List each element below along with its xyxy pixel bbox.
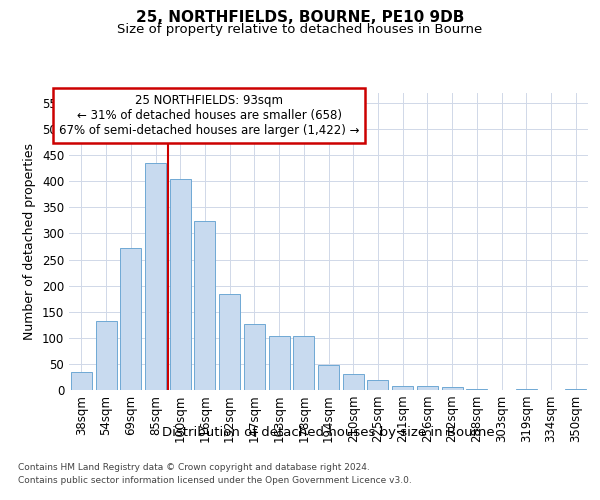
- Bar: [120, 248, 141, 390]
- Text: Contains HM Land Registry data © Crown copyright and database right 2024.: Contains HM Land Registry data © Crown c…: [18, 464, 370, 472]
- Bar: [466, 389, 487, 390]
- Bar: [565, 389, 586, 390]
- Bar: [244, 324, 265, 390]
- Y-axis label: Number of detached properties: Number of detached properties: [23, 143, 37, 340]
- Bar: [392, 386, 413, 390]
- Bar: [318, 366, 339, 390]
- Text: Distribution of detached houses by size in Bourne: Distribution of detached houses by size …: [163, 426, 495, 439]
- Bar: [145, 163, 166, 390]
- Text: Size of property relative to detached houses in Bourne: Size of property relative to detached ho…: [118, 24, 482, 36]
- Bar: [95, 320, 116, 390]
- Bar: [442, 388, 463, 390]
- Bar: [293, 336, 314, 390]
- Bar: [194, 222, 215, 390]
- Text: 25, NORTHFIELDS, BOURNE, PE10 9DB: 25, NORTHFIELDS, BOURNE, PE10 9DB: [136, 10, 464, 25]
- Text: Contains public sector information licensed under the Open Government Licence v3: Contains public sector information licen…: [18, 476, 412, 485]
- Bar: [516, 389, 537, 390]
- Bar: [367, 380, 388, 390]
- Bar: [269, 336, 290, 390]
- Bar: [219, 294, 240, 390]
- Bar: [417, 386, 438, 390]
- Bar: [170, 178, 191, 390]
- Bar: [71, 372, 92, 390]
- Bar: [343, 374, 364, 390]
- Text: 25 NORTHFIELDS: 93sqm
← 31% of detached houses are smaller (658)
67% of semi-det: 25 NORTHFIELDS: 93sqm ← 31% of detached …: [59, 94, 359, 137]
